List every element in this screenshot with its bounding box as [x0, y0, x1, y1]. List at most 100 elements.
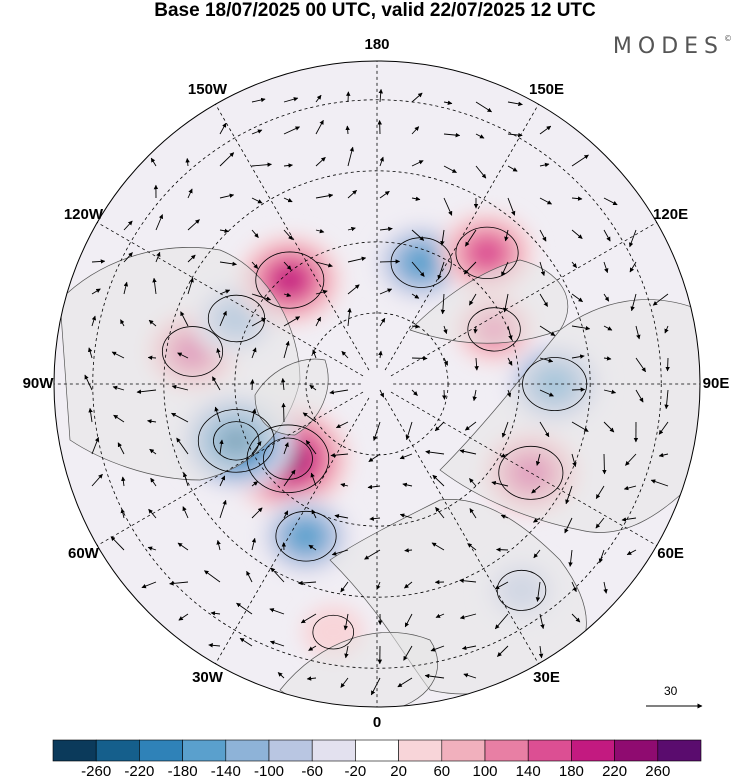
wind-arrow: [187, 254, 196, 263]
wind-arrow: [568, 549, 573, 567]
wind-arrow: [404, 613, 413, 628]
wind-arrow: [404, 581, 413, 589]
wind-arrow: [571, 261, 577, 269]
wind-arrow: [571, 421, 589, 432]
wind-arrow: [603, 356, 612, 361]
anomaly-contour: [255, 251, 325, 309]
wind-arrow: [379, 389, 385, 398]
wind-arrow: [503, 293, 509, 313]
wind-arrow: [236, 602, 253, 615]
longitude-label: 90W: [22, 375, 54, 392]
wind-arrow: [538, 645, 544, 659]
colorbar-swatch: [225, 739, 270, 762]
wind-arrow: [178, 613, 189, 621]
wind-arrow: [571, 453, 577, 468]
wind-arrow: [461, 645, 477, 651]
wind-arrow: [310, 472, 317, 487]
wind-arrow: [171, 412, 189, 423]
wind-arrow: [251, 347, 257, 359]
wind-arrow: [402, 482, 413, 488]
wind-arrow: [658, 452, 669, 458]
wind-arrow: [149, 448, 157, 455]
longitude-label: 120W: [63, 205, 103, 223]
colorbar-swatch: [614, 739, 659, 762]
wind-arrow: [315, 316, 321, 327]
wind-arrow: [113, 414, 125, 423]
wind-arrow: [120, 319, 125, 327]
wind-arrow: [216, 539, 221, 551]
wind-arrow: [437, 261, 445, 280]
wind-arrow: [283, 229, 293, 241]
colorbar-tick-label: 140: [515, 763, 541, 780]
wind-arrow: [331, 549, 349, 556]
wind-arrow: [431, 542, 445, 551]
wind-arrow: [535, 453, 541, 466]
wind-arrow: [539, 125, 552, 135]
wind-arrow: [250, 379, 255, 391]
wind-arrow: [91, 288, 101, 295]
wind-arrow: [251, 318, 266, 327]
wind-arrow: [603, 261, 609, 274]
wind-arrow: [187, 277, 194, 295]
anomaly-blob: [275, 267, 305, 293]
wind-arrow: [308, 645, 317, 651]
wind-arrow: [283, 442, 289, 455]
wind-arrow: [379, 156, 384, 167]
wind-arrow: [84, 374, 93, 391]
wind-arrow: [435, 613, 445, 618]
wind-arrow: [630, 293, 637, 312]
wind-arrow: [347, 284, 360, 295]
wind-arrow: [539, 293, 548, 307]
wind-arrow: [330, 452, 349, 458]
wind-arrow: [315, 193, 334, 199]
longitude-label: 30W: [192, 668, 223, 686]
wind-arrow: [507, 325, 513, 341]
wind-arrow: [463, 673, 477, 679]
wind-arrow: [219, 193, 235, 199]
wind-arrow: [219, 122, 227, 135]
wind-arrow: [501, 421, 509, 438]
wind-arrow: [251, 162, 272, 167]
colorbar-swatch: [95, 739, 140, 762]
colorbar: [52, 739, 702, 762]
colorbar-tick-label: 20: [390, 763, 407, 780]
wind-arrow: [177, 542, 189, 551]
wind-arrow: [121, 476, 126, 487]
wind-arrow: [283, 340, 290, 359]
wind-arrow: [497, 645, 509, 657]
wind-arrow: [177, 352, 189, 359]
wind-arrow: [379, 259, 401, 264]
wind-arrow: [571, 196, 583, 201]
wind-arrow: [397, 677, 413, 688]
wind-arrow: [598, 549, 605, 564]
wind-arrow: [123, 220, 133, 231]
wind-vectors: [84, 88, 670, 696]
wind-arrow: [148, 508, 157, 519]
wind-arrow: [425, 449, 445, 455]
wind-arrow: [443, 100, 453, 105]
wind-arrow: [465, 229, 477, 247]
wind-arrow: [216, 347, 221, 359]
anomaly-contour: [498, 445, 564, 500]
anomaly-contour: [467, 307, 521, 352]
colorbar-tick-label: -260: [81, 763, 112, 780]
wind-arrow: [625, 453, 637, 466]
wind-arrow: [539, 229, 547, 242]
wind-arrow: [270, 567, 285, 583]
wind-arrow: [430, 645, 445, 652]
wind-arrow: [169, 581, 189, 586]
anomaly-contour: [213, 421, 260, 461]
wind-arrow: [311, 509, 317, 519]
wind-arrow: [185, 157, 190, 167]
wind-arrow: [629, 229, 637, 248]
colorbar-swatch: [527, 739, 572, 762]
wind-arrow: [251, 293, 272, 301]
wind-arrow: [302, 412, 317, 423]
wind-arrow: [120, 508, 125, 519]
wind-arrow: [315, 119, 324, 135]
wind-arrow: [283, 510, 289, 519]
wind-arrow: [283, 163, 293, 168]
wind-arrow: [507, 165, 518, 172]
wind-arrow: [411, 92, 423, 103]
wind-arrow: [539, 613, 545, 630]
